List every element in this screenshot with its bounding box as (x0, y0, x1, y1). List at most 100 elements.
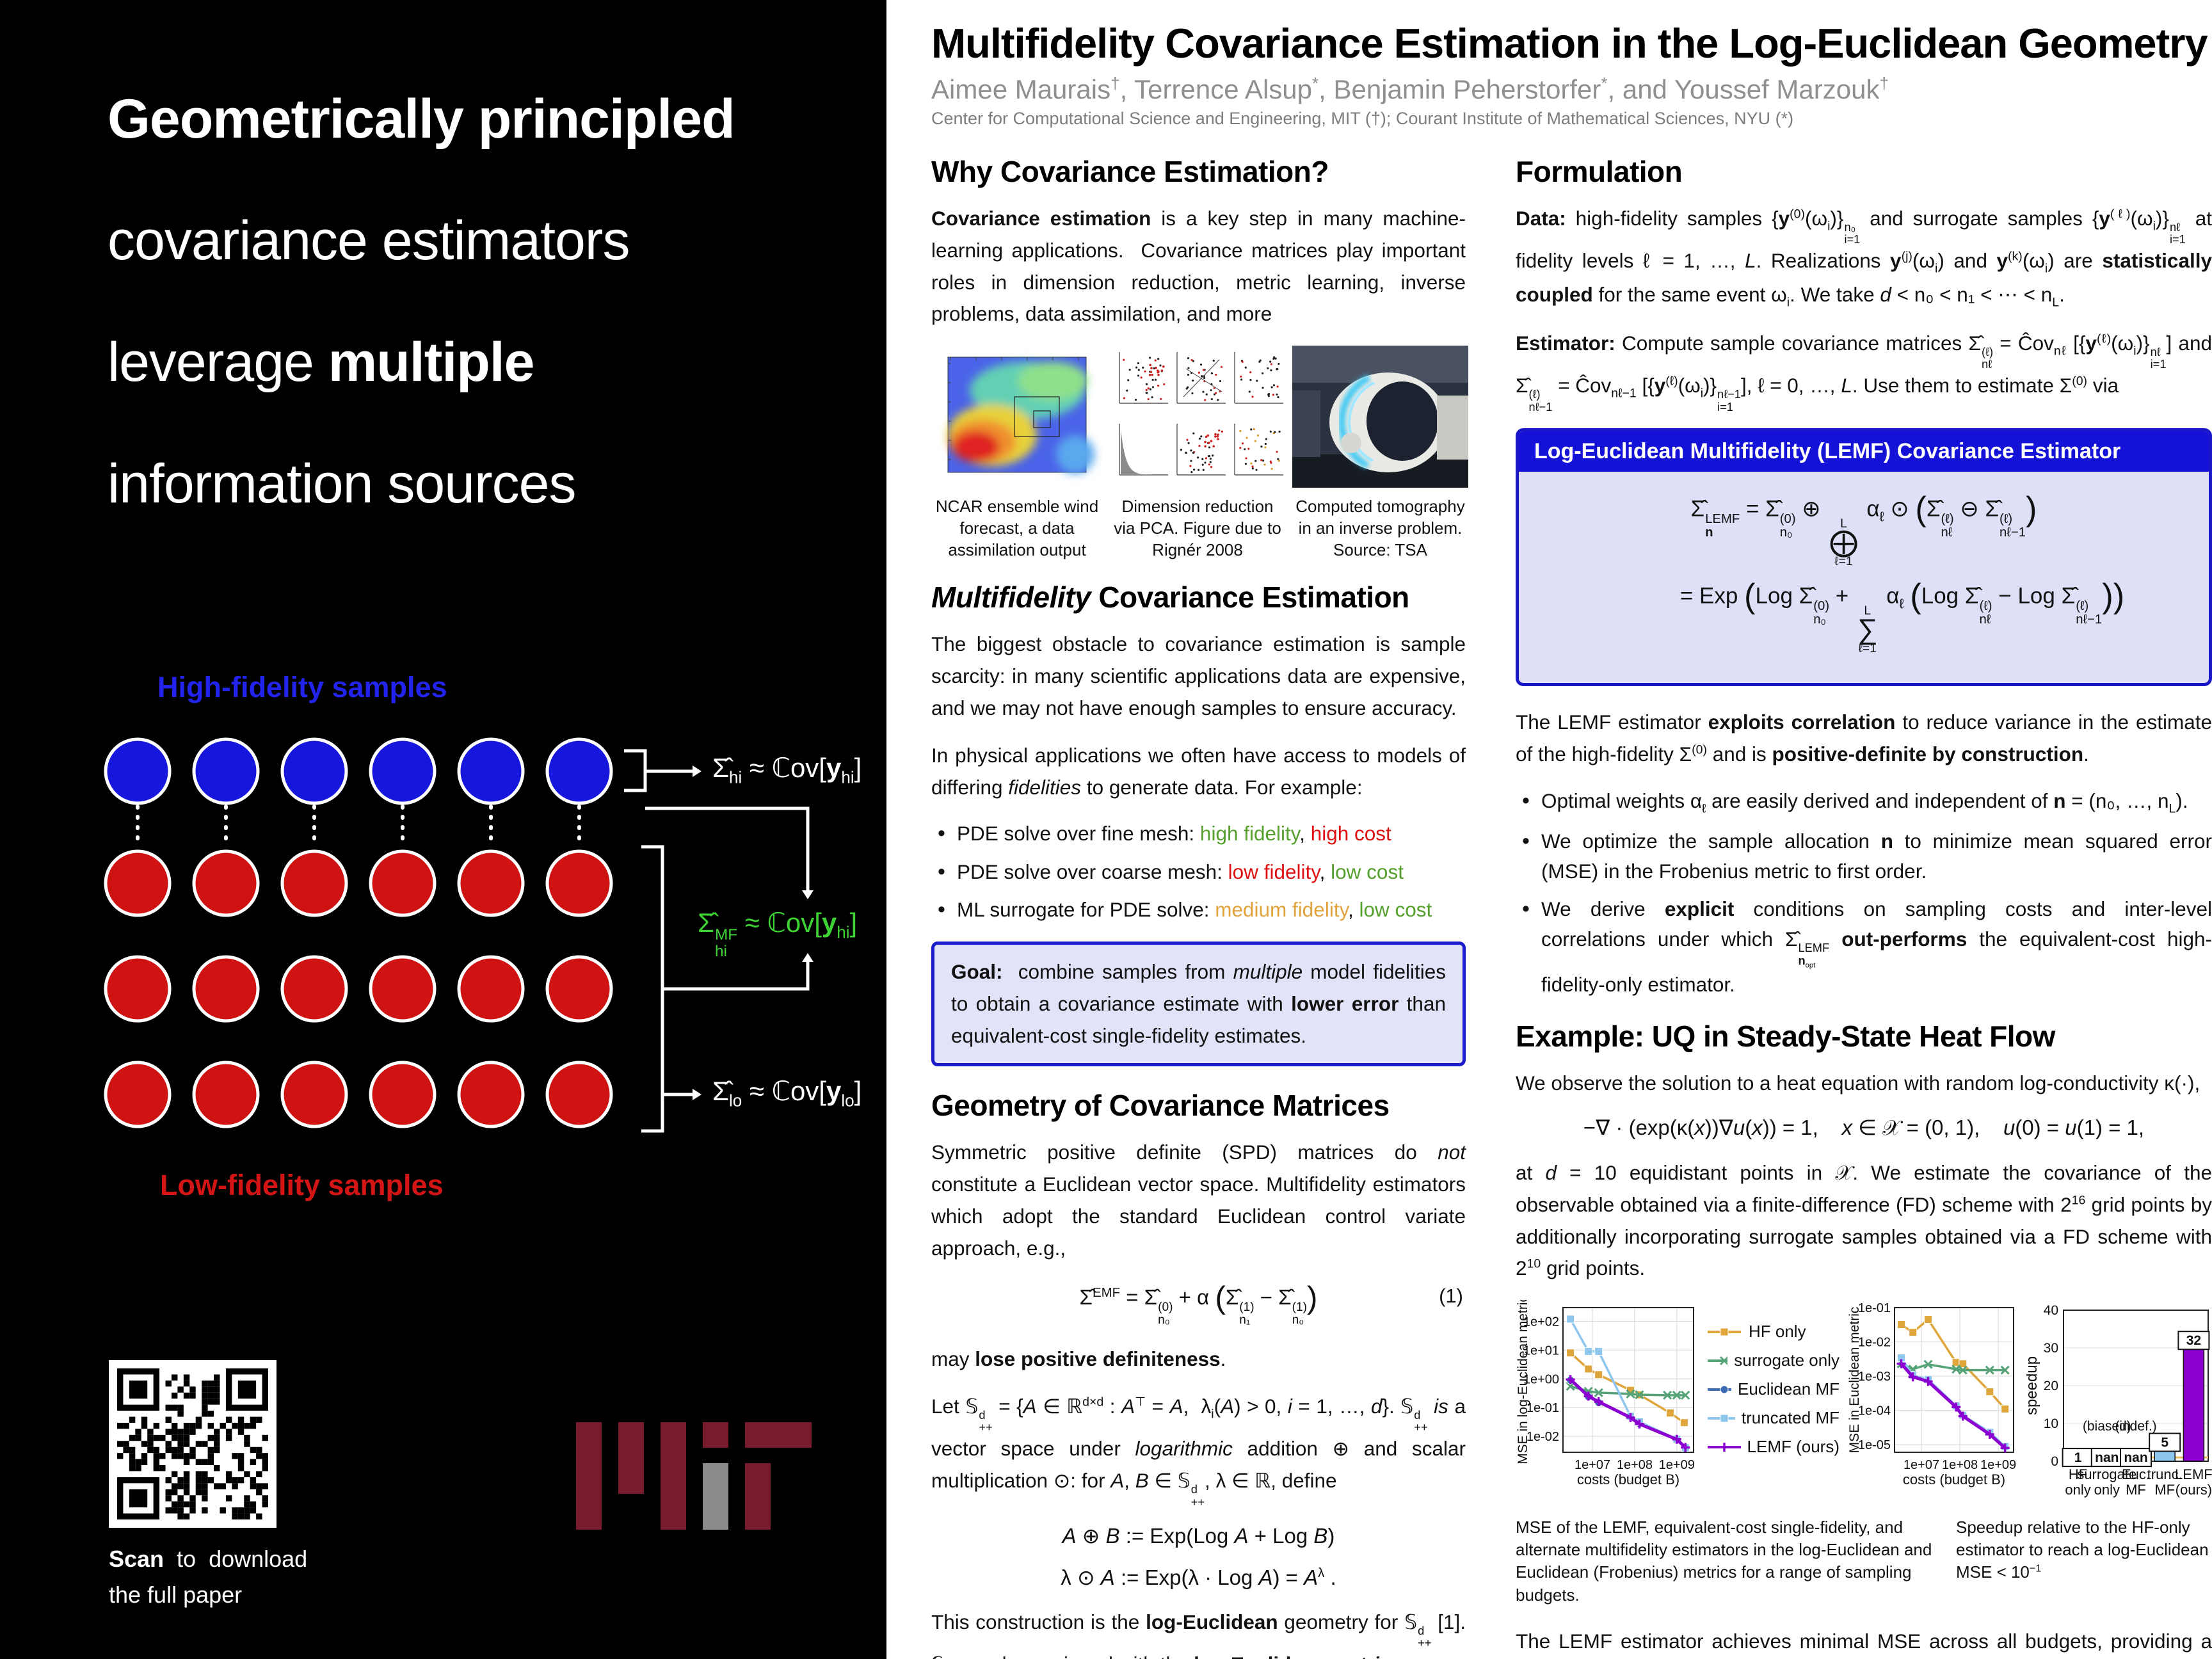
legend-entry: surrogate only (1706, 1350, 1839, 1370)
svg-text:only: only (2065, 1482, 2090, 1498)
svg-text:1e-01: 1e-01 (1527, 1401, 1559, 1415)
samples-diagram-graphic (104, 737, 813, 1133)
poster-authors: Aimee Maurais†, Terrence Alsup*, Benjami… (931, 74, 1889, 104)
svg-text:1e+08: 1e+08 (1617, 1458, 1653, 1472)
lemf-estimator-box: Log-Euclidean Multifidelity (LEMF) Covar… (1516, 428, 2212, 687)
svg-text:1e+08: 1e+08 (1942, 1458, 1978, 1472)
qr-code (109, 1360, 276, 1528)
svg-text:speedup: speedup (2026, 1356, 2040, 1415)
svg-text:MSE in Euclidean metric: MSE in Euclidean metric (1847, 1307, 1862, 1454)
svg-text:nan: nan (2095, 1450, 2119, 1465)
svg-text:0: 0 (2051, 1454, 2058, 1469)
mf-paragraph-1: The biggest obstacle to covariance estim… (931, 632, 1466, 719)
section-geometry-heading: Geometry of Covariance Matrices (931, 1089, 1390, 1123)
list-item: PDE solve over coarse mesh: low fidelity… (935, 856, 1466, 888)
chart-legend: HF only surrogate only Euclidean MF truncat… (1706, 1300, 1839, 1466)
list-item: PDE solve over fine mesh: high fidelity,… (935, 817, 1466, 850)
list-item: We optimize the sample allocation n to m… (1519, 825, 2212, 887)
headline-line-1: Geometrically principled (108, 88, 735, 150)
example-paragraph-1: We observe the solution to a heat equati… (1516, 1071, 2200, 1095)
figure-pca: Dimension reduction via PCA. Figure due … (1110, 346, 1285, 561)
equation-log-addition: A ⊕ B := Exp(Log A + Log B) (1062, 1523, 1335, 1548)
poster-affiliation: Center for Computational Science and Eng… (931, 109, 1794, 128)
application-figures: NCAR ensemble wind forecast, a data assi… (931, 346, 1468, 561)
svg-text:MF: MF (2154, 1482, 2175, 1498)
figure-wind-forecast: NCAR ensemble wind forecast, a data assi… (931, 346, 1103, 561)
svg-text:1e+00: 1e+00 (1523, 1373, 1559, 1387)
legend-entry: truncated MF (1706, 1408, 1839, 1428)
headline-line-4: information sources (108, 453, 576, 515)
lemf-properties: The LEMF estimator exploits correlation … (1516, 710, 2212, 766)
results-paragraph: The LEMF estimator achieves minimal MSE … (1516, 1629, 2212, 1653)
equation-tag: (1) (1439, 1285, 1463, 1308)
figure-caption: Dimension reduction via PCA. Figure due … (1114, 497, 1281, 559)
lemf-bullets: Optimal weights αℓ are easily derived an… (1519, 785, 2212, 1000)
geometry-paragraph-4: This construction is the log-Euclidean g… (931, 1610, 1466, 1659)
legend-entry: HF only (1706, 1322, 1839, 1342)
list-item: We derive explicit conditions on samplin… (1519, 893, 2212, 1000)
figure-caption: Computed tomography in an inverse proble… (1295, 497, 1465, 559)
formulation-data: Data: high-fidelity samples {y(0)(ωi)} n₀… (1516, 207, 2212, 309)
equation-log-scaling: λ ⊙ A := Exp(λ · Log A) = Aλ . (1061, 1565, 1336, 1589)
scan-note: Scan to download the full paper (109, 1541, 307, 1613)
scan-note-line-1: Scan to download (109, 1546, 308, 1572)
svg-text:1e+02: 1e+02 (1523, 1315, 1559, 1329)
speedup-bar-chart: 1HFonlynan(biased)surrogateonlynan(indef… (2026, 1303, 2212, 1498)
fidelity-examples-list: PDE solve over fine mesh: high fidelity,… (935, 817, 1466, 926)
svg-text:Euc.: Euc. (2122, 1466, 2150, 1482)
figure-caption-mse: MSE of the LEMF, equivalent-cost single-… (1516, 1518, 1932, 1605)
scan-note-line-2: the full paper (109, 1581, 243, 1608)
mse-log-euclidean-chart: 1e+07 1e+08 1e+09 1e-02 1e-01 1e+00 1e+01 1e+02… (1516, 1300, 1695, 1487)
legend-entry: LEMF (ours) (1708, 1437, 1839, 1457)
lemf-equation-line-2: = Exp (Log Σ̂ (0) n₀ + L ∑ ℓ=1 αℓ (Log Σ̂ (ℓ)… (1679, 577, 2125, 656)
svg-text:1e-04: 1e-04 (1858, 1404, 1891, 1418)
svg-text:costs (budget B): costs (budget B) (1903, 1471, 2005, 1487)
section-example-heading: Example: UQ in Steady-State Heat Flow (1516, 1020, 2055, 1054)
equation-emf: Σ̂EMF = Σ̂ (0) n₀ + α (Σ̂ (1) n₁ − Σ̂ (1) n₀) … (1079, 1280, 1463, 1327)
svg-text:1e-03: 1e-03 (1858, 1370, 1891, 1384)
svg-text:1e-01: 1e-01 (1858, 1301, 1891, 1315)
results-figures: 1e+07 1e+08 1e+09 1e-02 1e-01 1e+00 1e+01 1e+02… (1516, 1300, 2212, 1511)
lemf-box-title: Log-Euclidean Multifidelity (LEMF) Covar… (1519, 431, 2209, 472)
why-body: Covariance estimation is a key step in m… (931, 207, 1466, 326)
poster-title: Multifidelity Covariance Estimation in t… (931, 20, 2208, 67)
svg-text:LEMF: LEMF (2175, 1466, 2212, 1482)
mit-logo (576, 1422, 812, 1530)
poster-body: Multifidelity Covariance Estimation in t… (886, 0, 2212, 1659)
right-column: Formulation Data: high-fidelity samples … (1516, 150, 2212, 1659)
section-why-heading: Why Covariance Estimation? (931, 155, 1329, 188)
svg-text:nan: nan (2124, 1450, 2147, 1465)
mf-paragraph-2: In physical applications we often have a… (931, 743, 1466, 799)
figure-caption: NCAR ensemble wind forecast, a data assi… (935, 497, 1099, 559)
geometry-paragraph-1: Symmetric positive definite (SPD) matric… (931, 1141, 1466, 1260)
figure-caption-speedup: Speedup relative to the HF-only estimato… (1956, 1518, 2209, 1582)
svg-text:20: 20 (2044, 1379, 2058, 1393)
svg-text:1e+07: 1e+07 (1575, 1458, 1610, 1472)
svg-text:MF: MF (2126, 1482, 2146, 1498)
svg-text:1e-02: 1e-02 (1858, 1336, 1891, 1350)
hi-covariance-formula: Σ̂hi ≈ ℂov[yhi] (712, 753, 862, 787)
svg-text:trunc.: trunc. (2147, 1466, 2183, 1482)
svg-text:1e+09: 1e+09 (1980, 1458, 2016, 1472)
lemf-equation-line-1: Σ̂ LEMF n = Σ̂ (0) n₀ ⊕ L ⨁ ℓ=1 αℓ ⊙ (Σ̂ (ℓ) nℓ … (1690, 490, 2037, 568)
legend-entry: Euclidean MF (1706, 1379, 1839, 1399)
svg-text:MSE in log-Euclidean metric: MSE in log-Euclidean metric (1516, 1300, 1530, 1464)
geometry-paragraph-2: may lose positive definiteness. (931, 1347, 1226, 1371)
svg-text:only: only (2094, 1482, 2120, 1498)
formulation-estimator: Estimator: Compute sample covariance mat… (1516, 331, 2212, 413)
svg-text:1e+09: 1e+09 (1659, 1458, 1695, 1472)
headline-line-3: leverage multiple (108, 331, 534, 393)
svg-text:(ours): (ours) (2176, 1482, 2212, 1498)
high-fidelity-label: High-fidelity samples (157, 671, 447, 703)
section-formulation-heading: Formulation (1516, 155, 1683, 188)
pca-image (1110, 346, 1285, 488)
goal-box: Goal: combine samples from multiple mode… (931, 942, 1466, 1067)
svg-text:10: 10 (2044, 1416, 2058, 1431)
left-panel: Geometrically principled covariance esti… (0, 0, 886, 1659)
svg-text:HF: HF (2069, 1466, 2087, 1482)
example-paragraph-2: at d = 10 equidistant points in 𝒳. We es… (1516, 1161, 2212, 1280)
center-column: Why Covariance Estimation? Covariance es… (931, 150, 1468, 1659)
headline: Geometrically principled covariance esti… (108, 90, 735, 576)
